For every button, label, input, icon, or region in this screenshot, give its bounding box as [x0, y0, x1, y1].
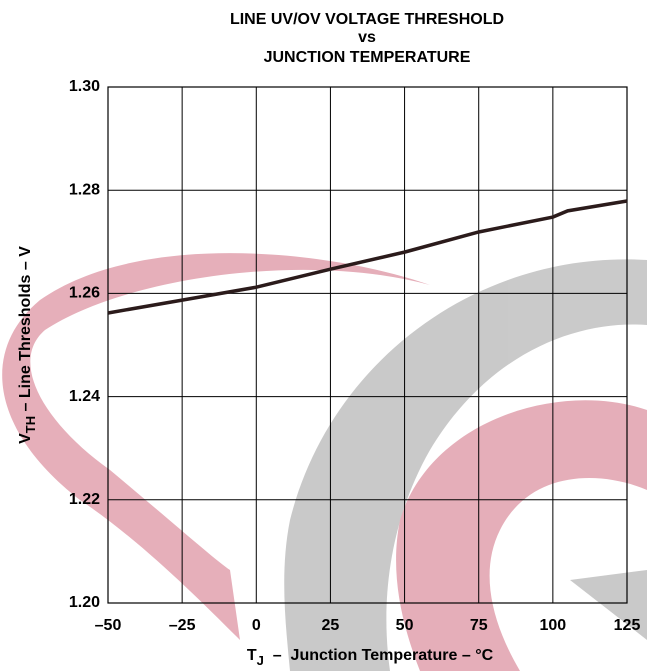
y-axis-label-part: – Line Thresholds – V: [17, 246, 34, 416]
x-tick-label: 50: [396, 617, 414, 634]
chart-title: JUNCTION TEMPERATURE: [264, 49, 471, 66]
y-axis-label: VTH – Line Thresholds – V: [17, 246, 38, 444]
plot-frame: [107, 86, 628, 604]
chart-title: LINE UV/OV VOLTAGE THRESHOLD: [230, 11, 504, 28]
data-line: [107, 199, 628, 315]
x-axis-label-sub: J: [257, 653, 264, 668]
x-axis-label: TJ – Junction Temperature – °C: [247, 647, 494, 668]
y-tick-label: 1.28: [69, 181, 100, 198]
y-tick-label: 1.22: [69, 491, 100, 508]
x-axis-label-part: T: [247, 647, 257, 664]
y-tick-label: 1.26: [69, 285, 100, 302]
x-axis-label-part: – Junction Temperature – °C: [264, 647, 494, 664]
y-axis-label-sub: TH: [23, 416, 38, 433]
x-tick-label: 0: [252, 617, 261, 634]
x-tick-label: 100: [540, 617, 567, 634]
watermark-shape: [2, 253, 430, 641]
y-axis-label-part: V: [17, 433, 34, 444]
x-tick-label: –50: [95, 617, 122, 634]
x-tick-label: 75: [470, 617, 488, 634]
x-tick-label: –25: [169, 617, 196, 634]
y-tick-label: 1.20: [69, 594, 100, 611]
chart-title: vs: [358, 29, 376, 46]
watermark-shape: [570, 570, 647, 640]
y-tick-label: 1.24: [69, 388, 100, 405]
watermark-shape: [284, 259, 647, 671]
x-tick-label: 25: [322, 617, 340, 634]
y-tick-label: 1.30: [69, 78, 100, 95]
x-tick-label: 125: [614, 617, 641, 634]
